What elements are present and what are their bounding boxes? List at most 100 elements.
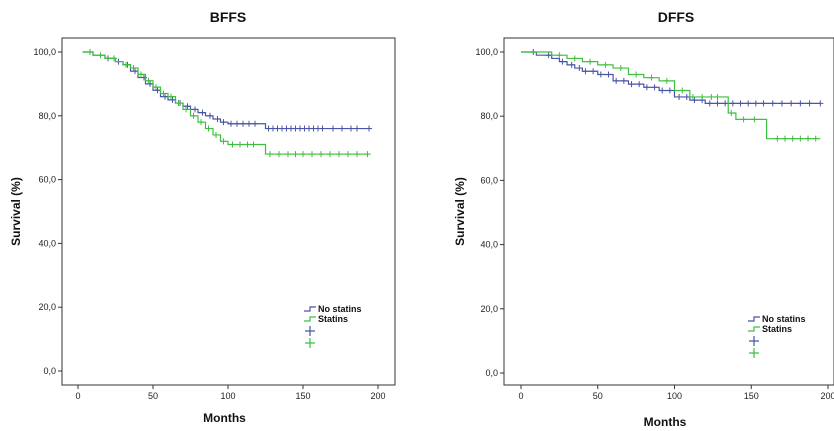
censor-mark	[234, 120, 240, 127]
censor-mark	[123, 61, 129, 68]
censor-mark	[327, 151, 333, 158]
censor-mark	[602, 61, 609, 68]
censor-mark	[699, 93, 706, 100]
censor-mark	[267, 151, 273, 158]
legend-label: No statins	[318, 304, 362, 314]
censor-mark	[545, 52, 552, 59]
censor-mark	[300, 151, 306, 158]
censor-mark	[276, 151, 282, 158]
censor-mark	[679, 87, 686, 94]
censor-mark	[728, 109, 735, 116]
legend-censor-statins	[749, 348, 759, 358]
censor-mark	[617, 65, 624, 72]
censor-mark	[597, 71, 604, 78]
censor-mark	[582, 68, 589, 75]
censor-mark	[190, 112, 197, 119]
y-axis-label: Survival (%)	[9, 177, 23, 246]
censor-mark	[722, 100, 729, 107]
x-tick-label: 50	[148, 391, 158, 401]
x-tick-label: 50	[593, 391, 603, 401]
censor-mark	[648, 74, 655, 81]
censor-mark	[240, 120, 246, 127]
censor-mark	[111, 55, 117, 62]
x-tick-label: 200	[370, 391, 385, 401]
censor-mark	[205, 125, 212, 132]
censor-mark	[676, 93, 683, 100]
censor-mark	[292, 151, 299, 158]
censor-mark	[636, 81, 643, 88]
censor-mark	[319, 125, 326, 132]
censor-mark	[345, 151, 351, 158]
legend-censor-statins	[305, 338, 315, 348]
y-tick-label: 60,0	[480, 175, 498, 185]
censor-mark	[339, 125, 345, 132]
censor-mark	[778, 100, 785, 107]
censor-mark	[183, 106, 189, 113]
censor-mark	[745, 100, 752, 107]
legend-label: Statins	[762, 324, 792, 334]
x-tick-label: 150	[744, 391, 759, 401]
censor-mark	[812, 135, 819, 142]
y-tick-label: 100,0	[475, 47, 498, 57]
censor-mark	[229, 141, 236, 148]
chart-panel-dffs: DFFS 0,0 20,0 40,0 60,0 80,0 100,0 0 50 100 150 200…	[453, 9, 834, 429]
censor-mark	[220, 119, 227, 126]
censor-mark	[752, 100, 759, 107]
censor-mark	[214, 115, 221, 122]
censor-mark	[556, 52, 563, 59]
x-axis-label: Months	[644, 415, 687, 429]
censor-mark	[207, 112, 213, 119]
censor-mark	[576, 65, 583, 72]
censor-mark	[220, 138, 227, 145]
censor-mark	[805, 135, 812, 142]
censor-mark	[246, 120, 252, 127]
y-tick-label: 40,0	[480, 240, 498, 250]
censor-mark	[797, 100, 804, 107]
censor-mark	[571, 55, 578, 62]
y-tick-label: 40,0	[38, 238, 56, 248]
censor-mark	[587, 58, 594, 65]
x-tick-label: 0	[75, 391, 80, 401]
censor-mark	[97, 52, 104, 59]
censor-mark	[252, 120, 258, 127]
censor-mark	[175, 100, 182, 107]
x-tick-label: 100	[667, 391, 682, 401]
censor-mark	[797, 135, 804, 142]
censor-mark	[774, 135, 781, 142]
censor-mark	[244, 141, 251, 148]
censor-mark	[714, 100, 721, 107]
censor-mark	[613, 77, 620, 84]
censor-mark	[184, 103, 191, 110]
censor-mark	[605, 71, 612, 78]
censor-mark	[228, 120, 234, 127]
censor-mark	[169, 96, 176, 103]
censor-mark	[318, 151, 324, 158]
censor-mark	[651, 84, 658, 91]
censor-mark	[309, 151, 315, 158]
censor-mark	[354, 151, 360, 158]
censor-mark	[213, 131, 219, 138]
censor-mark	[817, 100, 824, 107]
censor-mark	[162, 93, 168, 100]
censor-mark	[737, 100, 744, 107]
y-tick-label: 100,0	[33, 47, 56, 57]
censor-mark	[729, 100, 736, 107]
censor-mark	[691, 97, 698, 104]
x-axis-label: Months	[203, 411, 246, 425]
x-tick-label: 0	[518, 391, 523, 401]
censor-mark	[285, 151, 291, 158]
censor-mark	[760, 100, 767, 107]
censor-mark	[559, 58, 566, 65]
censor-mark	[643, 84, 650, 91]
censor-mark	[153, 84, 159, 91]
censor-mark	[147, 80, 153, 87]
y-tick-label: 60,0	[38, 175, 56, 185]
chart-title: BFFS	[210, 9, 247, 25]
censor-mark	[168, 93, 174, 100]
censor-mark	[806, 100, 813, 107]
legend-line-statins	[748, 326, 760, 332]
censor-mark	[160, 90, 167, 97]
